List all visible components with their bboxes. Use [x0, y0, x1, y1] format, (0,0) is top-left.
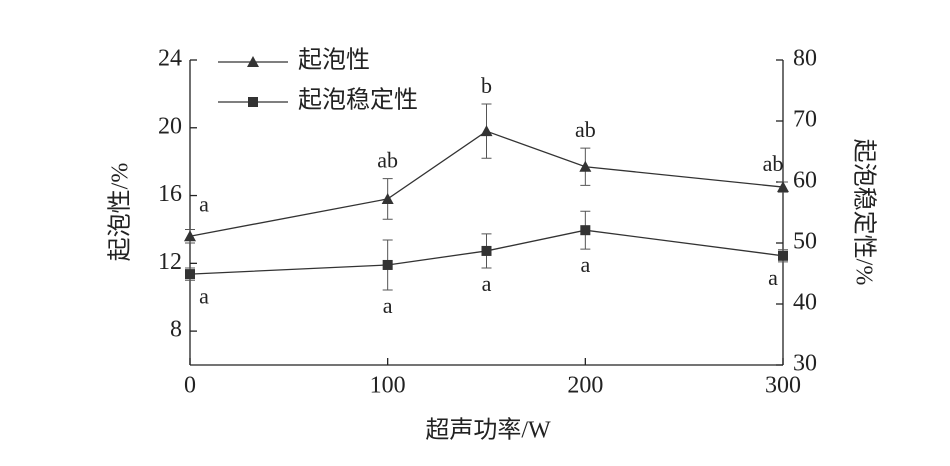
legend-marker — [248, 97, 258, 107]
significance-label: a — [768, 265, 778, 290]
data-point — [382, 259, 393, 270]
data-point — [579, 160, 592, 172]
significance-label: ab — [763, 151, 784, 176]
data-point — [580, 225, 591, 236]
significance-label: a — [199, 191, 209, 216]
significance-label: a — [482, 271, 492, 296]
legend-label: 起泡稳定性 — [298, 87, 418, 114]
significance-label: a — [383, 293, 393, 318]
y-tick-label: 16 — [158, 181, 182, 207]
data-point — [185, 269, 195, 280]
x-tick-label: 100 — [370, 373, 406, 399]
y-tick-label: 24 — [158, 46, 182, 72]
data-point — [184, 230, 196, 242]
y2-tick-label: 30 — [793, 351, 817, 377]
significance-label: ab — [377, 148, 398, 173]
significance-label: a — [580, 252, 590, 277]
significance-label: ab — [575, 117, 596, 142]
y2-axis-title: 起泡稳定性/% — [850, 139, 877, 286]
data-point — [777, 181, 789, 193]
x-tick-label: 200 — [567, 373, 603, 399]
y2-tick-label: 80 — [793, 46, 817, 72]
y2-tick-label: 70 — [793, 107, 817, 133]
x-tick-label: 300 — [765, 373, 801, 399]
significance-label: a — [199, 283, 209, 308]
data-point — [480, 125, 493, 137]
y2-tick-label: 50 — [793, 229, 817, 255]
y2-tick-label: 60 — [793, 168, 817, 194]
x-axis-title: 超声功率/W — [425, 417, 551, 444]
legend-marker — [247, 56, 259, 67]
y2-tick-label: 40 — [793, 290, 817, 316]
y-tick-label: 8 — [170, 317, 182, 343]
data-point — [381, 192, 394, 204]
legend-label: 起泡性 — [298, 47, 370, 74]
data-point — [481, 245, 492, 256]
significance-label: b — [481, 73, 492, 98]
x-tick-label: 0 — [184, 373, 196, 399]
y-tick-label: 20 — [158, 113, 182, 139]
y-axis-title: 起泡性/% — [107, 163, 134, 262]
y-tick-label: 12 — [158, 249, 182, 275]
data-point — [778, 250, 788, 261]
